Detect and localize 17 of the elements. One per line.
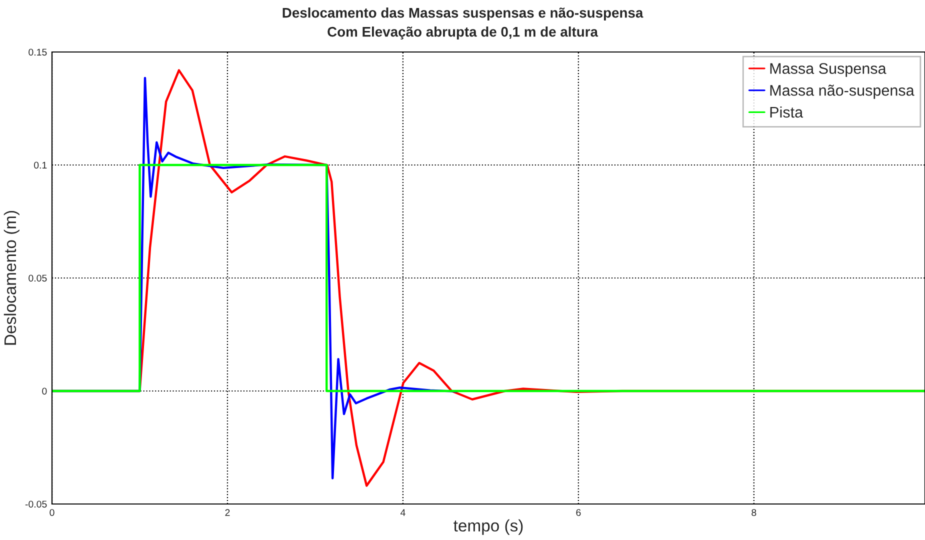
y-axis-title: Deslocamento (m) — [4, 210, 20, 345]
y-tick-label: 0.05 — [28, 274, 47, 282]
legend-label: Massa não-suspensa — [770, 84, 914, 99]
legend-label: Massa Suspensa — [770, 63, 886, 77]
y-tick-label: 0.15 — [28, 48, 47, 56]
legend-label: Pista — [770, 106, 804, 118]
x-tick-label: 0 — [50, 509, 54, 516]
x-axis-title: tempo (s) — [454, 519, 523, 535]
y-tick-label: 0.1 — [34, 162, 47, 169]
y-tick-label: -0.05 — [25, 500, 47, 508]
y-tick-label: 0 — [42, 388, 47, 395]
x-tick-label: 2 — [225, 509, 230, 516]
x-tick-label: 8 — [752, 509, 756, 516]
chart-title: Deslocamento das Massas suspensas e não-suspensa — [282, 8, 644, 20]
chart-subtitle: Com Elevação abrupta de 0,1 m de altura — [328, 26, 598, 40]
x-tick-label: 4 — [400, 509, 406, 516]
x-tick-label: 6 — [576, 509, 581, 516]
